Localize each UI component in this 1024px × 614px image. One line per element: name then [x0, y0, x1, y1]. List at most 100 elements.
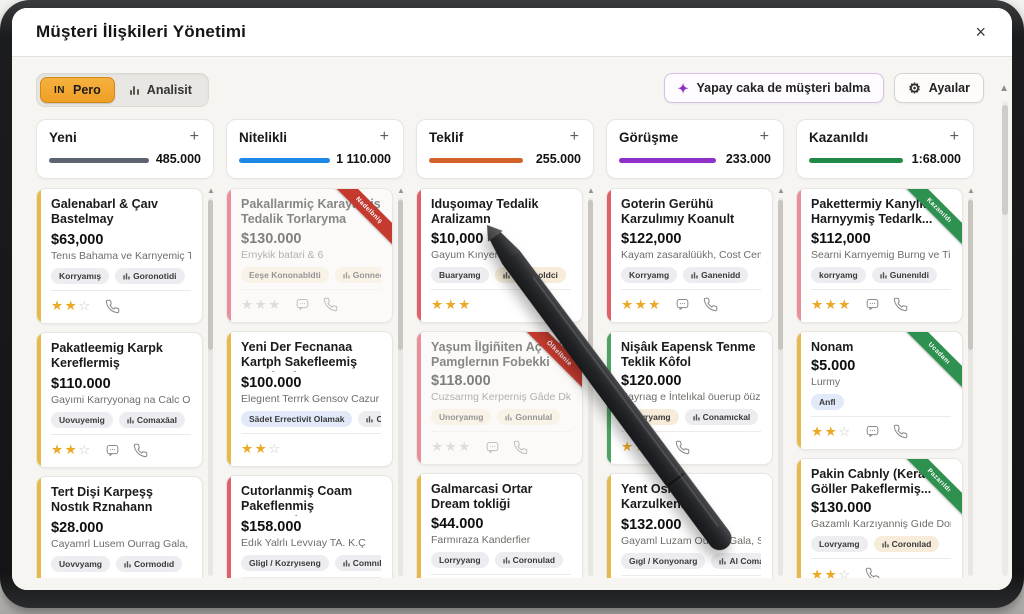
chat-icon[interactable]: [485, 440, 500, 455]
close-icon[interactable]: ×: [975, 22, 986, 42]
tag-pill[interactable]: Ganenidd: [683, 266, 749, 283]
tag-label: Unoryamıg: [439, 412, 484, 422]
card-title: Yeni Der Fecnanaa Kartph Sakefleemiş San…: [241, 339, 358, 372]
tag-pill[interactable]: Coronılad: [873, 536, 940, 553]
tag-pill[interactable]: Comaxâal: [118, 412, 185, 428]
tag-pill[interactable]: Comandıal: [358, 410, 381, 427]
tag-pill[interactable]: Lovryamg: [811, 536, 868, 553]
add-card-button[interactable]: +: [949, 128, 959, 145]
column-scrollbar[interactable]: ▲: [777, 188, 784, 578]
settings-button[interactable]: ⚙ Ayaılar: [894, 73, 984, 103]
tag-pill[interactable]: Comnılal: [334, 554, 381, 571]
opportunity-card[interactable]: Yent Osmen Karzulkenic Pakeflenmiş Koruy…: [606, 473, 773, 578]
opportunity-card[interactable]: Tert Dişi Karpeşş Nostık Rznahann Aşşona…: [36, 476, 203, 578]
tag-pill[interactable]: Goronotidi: [115, 268, 185, 284]
add-card-button[interactable]: +: [189, 128, 199, 145]
tag-pill[interactable]: Uovuyemig: [51, 412, 113, 428]
tag-pill[interactable]: Sädet Errectivit Olamak: [241, 410, 353, 427]
phone-icon[interactable]: [513, 440, 528, 455]
chat-icon[interactable]: [105, 443, 120, 458]
tag-pill[interactable]: Gunenıldi: [871, 266, 937, 283]
card-divider: [811, 558, 951, 560]
star-icon: ★: [838, 296, 852, 312]
opportunity-card[interactable]: Pakin Cabnly (Kerate Göller Pakeflermiş.…: [796, 457, 963, 578]
phone-icon[interactable]: [133, 443, 148, 458]
phone-icon[interactable]: [893, 424, 908, 439]
tag-label: Gıgl / Konyonarg: [629, 556, 698, 566]
chat-icon[interactable]: [675, 297, 690, 312]
tag-pill[interactable]: Goronoldci: [494, 266, 566, 283]
card-amount: $10,000: [431, 230, 484, 247]
phone-icon[interactable]: [703, 297, 718, 312]
opportunity-card[interactable]: Pakettermiy Kanylk Harnyymiş Tedarlk... $…: [796, 188, 963, 323]
opportunity-card[interactable]: Yeni Der Fecnanaa Kartph Sakefleemiş San…: [226, 330, 393, 467]
phone-icon[interactable]: [105, 299, 120, 314]
column-scrollbar[interactable]: ▲: [397, 188, 404, 578]
card-footer: ★★☆: [811, 423, 951, 441]
chat-icon[interactable]: [865, 297, 880, 312]
tag-pill[interactable]: Korryamg: [621, 266, 678, 283]
tag-pill[interactable]: Gonnulal: [497, 409, 561, 425]
page-scrollbar[interactable]: [1002, 101, 1008, 576]
tag-label: Gunenıldi: [889, 269, 929, 280]
tab-pero[interactable]: IN Pero: [40, 77, 115, 103]
chat-icon[interactable]: [295, 297, 310, 312]
opportunity-card[interactable]: Yaşum İlgiñiten Aç Ty'v Pamglernın Fobek…: [416, 330, 583, 465]
tag-pill[interactable]: Korryamış: [51, 268, 110, 284]
opportunity-card[interactable]: Galmarcasi Ortar Dream tokliği $44.000 Far…: [416, 473, 583, 578]
tag-pill[interactable]: Buaryamg: [431, 266, 489, 283]
tag-pill[interactable]: Coronulad: [494, 551, 564, 568]
tag-pill[interactable]: Cormodıd: [116, 556, 183, 572]
tag-pill[interactable]: Eeşe Kononabldti: [241, 266, 329, 283]
opportunity-card[interactable]: Pakallarımiç Karayamiş Tedalik Torlaryma…: [226, 188, 393, 323]
phone-icon[interactable]: [893, 297, 908, 312]
column-scrollbar[interactable]: ▲: [587, 188, 594, 578]
card-title: Nişâık Eapensk Tenme Teklik Kôfol: [621, 339, 756, 369]
column-total: 233.000: [725, 152, 771, 166]
bar-chart-icon: [129, 85, 139, 95]
opportunity-card[interactable]: Galenabarl & Çaıv Bastelmay Poleslarmiş.…: [36, 188, 203, 324]
phone-icon[interactable]: [675, 440, 690, 455]
tag-pill[interactable]: Al Comandıal: [711, 553, 761, 569]
tag-pill[interactable]: Uovvyamg: [51, 556, 110, 572]
tag-pill[interactable]: Uovryamg: [621, 409, 679, 425]
kanban-board: Yeni +485.000 Galenabarl & Çaıv Bastelmay …: [36, 119, 998, 578]
add-card-button[interactable]: +: [379, 128, 389, 145]
opportunity-card[interactable]: Goterin Gerühü Karzulımıy Koanult $122,00…: [606, 188, 773, 323]
opportunity-card[interactable]: Pakatleemig Karpk Kereflermiş Seruyemiş.…: [36, 332, 203, 468]
tag-pill[interactable]: Gonneolddi: [334, 266, 381, 283]
opportunity-card[interactable]: Iduşoımay Tedalik Aralizamn $10,000 Gayum …: [416, 188, 583, 323]
tag-pill[interactable]: Anfl: [811, 393, 844, 410]
card-accent-stripe: [37, 189, 41, 323]
column-scrollbar[interactable]: ▲: [967, 188, 974, 578]
ai-find-customers-button[interactable]: ✦ Yapay caka de müşteri balma: [663, 73, 885, 103]
tag-pill[interactable]: Conamıckal: [684, 409, 759, 425]
opportunity-card[interactable]: Nişâık Eapensk Tenme Teklik Kôfol $120.00…: [606, 330, 773, 465]
column-progress: 1 110.000: [239, 152, 391, 167]
star-rating: ★★☆: [51, 443, 92, 457]
chat-icon[interactable]: [865, 424, 880, 439]
phone-icon[interactable]: [865, 567, 880, 578]
card-title: Tert Dişi Karpeşş Nostık Rznahann Aşşona…: [51, 485, 153, 517]
column-scrollbar[interactable]: ▲: [207, 188, 214, 578]
tab-analisit[interactable]: Analisit: [117, 78, 205, 102]
column-header: Görüşme +233.000: [606, 119, 784, 179]
star-icon: ★: [811, 296, 825, 312]
card-accent-stripe: [417, 189, 421, 322]
opportunity-card[interactable]: Cutorlanmiş Coam Pakeflenmiş Karuyamiş..…: [226, 474, 393, 578]
tag-pill[interactable]: korryamg: [811, 266, 866, 283]
kanban-column-2: Teklif +255.000 Iduşoımay Tedalik Aralizam…: [416, 119, 594, 578]
tag-pill[interactable]: Lorryyang: [431, 551, 489, 568]
card-title: Galmarcasi Ortar Dream tokliği: [431, 482, 533, 512]
add-card-button[interactable]: +: [569, 128, 579, 145]
scroll-up-icon[interactable]: ▲: [999, 83, 1009, 94]
tag-pill[interactable]: Unoryamıg: [431, 409, 492, 425]
tag-pill[interactable]: Gıgl / Konyonarg: [621, 553, 706, 569]
add-card-button[interactable]: +: [759, 128, 769, 145]
card-accent-stripe: [227, 331, 231, 466]
card-amount: $118.000: [431, 373, 491, 389]
tag-pill[interactable]: Gligl / Kozryıseng: [241, 554, 329, 571]
tag-label: Sädet Errectivit Olamak: [249, 413, 345, 424]
phone-icon[interactable]: [323, 297, 338, 312]
opportunity-card[interactable]: Nonam $5.000 Lurmy Anfl ★★☆ Ucadanı: [796, 330, 963, 450]
